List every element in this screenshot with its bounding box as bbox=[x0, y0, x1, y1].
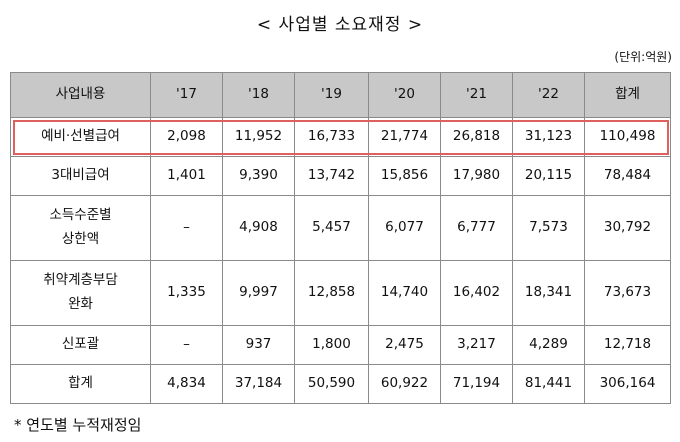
table-cell: 2,098 bbox=[150, 117, 223, 157]
table-cell: 18,341 bbox=[512, 260, 585, 326]
table-cell: 50,590 bbox=[294, 364, 369, 404]
table-cell: 37,184 bbox=[222, 364, 295, 404]
row-label: 신포괄 bbox=[10, 325, 151, 365]
table-row: 신포괄 – 937 1,800 2,475 3,217 4,289 12,718 bbox=[10, 325, 671, 365]
table-cell: 7,573 bbox=[512, 195, 585, 261]
table-cell: 6,077 bbox=[368, 195, 441, 261]
header-cell-2019: '19 bbox=[294, 72, 369, 118]
table-row-total: 합계 4,834 37,184 50,590 60,922 71,194 81,… bbox=[10, 364, 671, 404]
table-cell: 12,858 bbox=[294, 260, 369, 326]
table-cell: 4,908 bbox=[222, 195, 295, 261]
table-cell-total: 73,673 bbox=[584, 260, 671, 326]
table-cell: 937 bbox=[222, 325, 295, 365]
header-cell-2018: '18 bbox=[222, 72, 295, 118]
header-cell-2021: '21 bbox=[440, 72, 513, 118]
table-row-highlighted: 예비·선별급여 2,098 11,952 16,733 21,774 26,81… bbox=[10, 117, 671, 157]
table-cell: 71,194 bbox=[440, 364, 513, 404]
header-cell-2017: '17 bbox=[150, 72, 223, 118]
table-cell: 9,390 bbox=[222, 156, 295, 196]
table-cell: – bbox=[150, 325, 223, 365]
table-cell-total: 30,792 bbox=[584, 195, 671, 261]
table-cell: 16,402 bbox=[440, 260, 513, 326]
header-cell-program: 사업내용 bbox=[10, 72, 151, 118]
table-cell: 16,733 bbox=[294, 117, 369, 157]
table-cell: 13,742 bbox=[294, 156, 369, 196]
table-cell: 5,457 bbox=[294, 195, 369, 261]
table-title: < 사업별 소요재정 > bbox=[256, 15, 424, 35]
budget-table: 사업내용 '17 '18 '19 '20 '21 '22 합계 예비·선별급여 … bbox=[10, 72, 671, 404]
row-label-line: 상한액 bbox=[61, 231, 100, 247]
row-label-line: 신포괄 bbox=[61, 336, 100, 353]
table-cell: 20,115 bbox=[512, 156, 585, 196]
header-cell-2022: '22 bbox=[512, 72, 585, 118]
table-cell: 4,834 bbox=[150, 364, 223, 404]
table-cell: 17,980 bbox=[440, 156, 513, 196]
row-label-line: 소득수준별 bbox=[49, 207, 112, 224]
row-label-line: 취약계층부담 bbox=[43, 272, 118, 289]
table-cell: 1,401 bbox=[150, 156, 223, 196]
row-label: 예비·선별급여 bbox=[10, 117, 151, 157]
header-cell-2020: '20 bbox=[368, 72, 441, 118]
row-label: 3대비급여 bbox=[10, 156, 151, 196]
table-cell: – bbox=[150, 195, 223, 261]
table-cell: 1,335 bbox=[150, 260, 223, 326]
table-cell: 26,818 bbox=[440, 117, 513, 157]
table-cell-total: 306,164 bbox=[584, 364, 671, 404]
header-cell-total: 합계 bbox=[584, 72, 671, 118]
row-label: 합계 bbox=[10, 364, 151, 404]
table-cell: 11,952 bbox=[222, 117, 295, 157]
table-cell-total: 110,498 bbox=[584, 117, 671, 157]
row-label-line: 합계 bbox=[68, 375, 93, 392]
table-row: 3대비급여 1,401 9,390 13,742 15,856 17,980 2… bbox=[10, 156, 671, 196]
table-cell: 4,289 bbox=[512, 325, 585, 365]
table-cell: 2,475 bbox=[368, 325, 441, 365]
header-row: 사업내용 '17 '18 '19 '20 '21 '22 합계 bbox=[10, 72, 671, 118]
table-cell: 14,740 bbox=[368, 260, 441, 326]
table-cell: 31,123 bbox=[512, 117, 585, 157]
footnote: * 연도별 누적재정임 bbox=[14, 416, 142, 434]
table-cell: 15,856 bbox=[368, 156, 441, 196]
row-label-line: 완화 bbox=[68, 296, 93, 312]
table-cell: 81,441 bbox=[512, 364, 585, 404]
table-cell-total: 12,718 bbox=[584, 325, 671, 365]
table-cell: 60,922 bbox=[368, 364, 441, 404]
table-cell: 1,800 bbox=[294, 325, 369, 365]
table-cell-total: 78,484 bbox=[584, 156, 671, 196]
table-cell: 6,777 bbox=[440, 195, 513, 261]
table-cell: 21,774 bbox=[368, 117, 441, 157]
unit-label: (단위:억원) bbox=[614, 50, 672, 64]
table-cell: 9,997 bbox=[222, 260, 295, 326]
table-cell: 3,217 bbox=[440, 325, 513, 365]
row-label-line: 3대비급여 bbox=[51, 167, 110, 184]
row-label-line: 예비·선별급여 bbox=[41, 128, 120, 145]
